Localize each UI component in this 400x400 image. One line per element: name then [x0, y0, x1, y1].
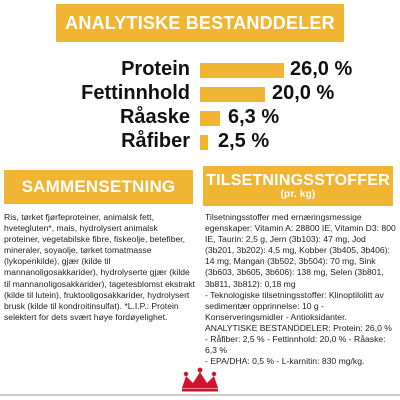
nutrient-row: Protein 26,0 % [0, 58, 400, 88]
royal-canin-crown-logo-icon [178, 366, 222, 392]
analytical-banner: ANALYTISKE BESTANDDELER [56, 4, 344, 42]
nutrient-bar [200, 63, 284, 78]
nutrient-row: Råaske 6,3 % [0, 106, 400, 136]
footer-rule [0, 394, 400, 396]
additives-line: Tilsetningsstoffer med ernæringsmessige … [205, 212, 396, 289]
nutrient-row: Fettinnhold 20,0 % [0, 82, 400, 112]
analytical-title: ANALYTISKE BESTANDDELER [65, 12, 335, 33]
nutrient-label: Råaske [119, 106, 190, 128]
nutrient-bar [200, 135, 208, 150]
composition-banner: SAMMENSETNING [4, 170, 193, 204]
composition-text-block: Ris, tørket fjørfeproteiner, animalsk fe… [4, 212, 196, 323]
nutrient-label: Fettinnhold [81, 82, 190, 104]
additives-line: - Teknologiske tilsetningsstoffer: Klino… [205, 289, 384, 322]
composition-text: Ris, tørket fjørfeproteiner, animalsk fe… [4, 212, 196, 322]
additives-banner: TILSETNINGSSTOFFER (pr. kg) [203, 166, 393, 206]
nutrient-bar [200, 87, 265, 102]
additives-text-block: Tilsetningsstoffer med ernæringsmessige … [205, 212, 397, 367]
additives-title: TILSETNINGSSTOFFER [206, 171, 390, 189]
nutrient-value: 20,0 % [272, 82, 335, 104]
nutrient-row: Råfiber 2,5 % [0, 130, 400, 160]
additives-line: - EPA/DHA: 0,5 % - L-karnitin: 830 mg/kg… [205, 356, 365, 367]
nutrient-value: 26,0 % [290, 58, 353, 80]
additives-subtitle: (pr. kg) [280, 188, 316, 200]
nutrient-value: 6,3 % [228, 106, 280, 128]
additives-line: - Råfiber: 2,5 % - Fettinnhold: 20,0 % -… [205, 334, 386, 356]
nutrient-label: Råfiber [121, 130, 190, 152]
nutrient-bar [200, 111, 220, 126]
nutrient-label: Protein [121, 58, 190, 80]
nutrient-value: 2,5 % [218, 130, 270, 152]
composition-title: SAMMENSETNING [21, 177, 176, 196]
additives-line: ANALYTISKE BESTANDDELER: Protein: 26,0 % [205, 322, 392, 333]
